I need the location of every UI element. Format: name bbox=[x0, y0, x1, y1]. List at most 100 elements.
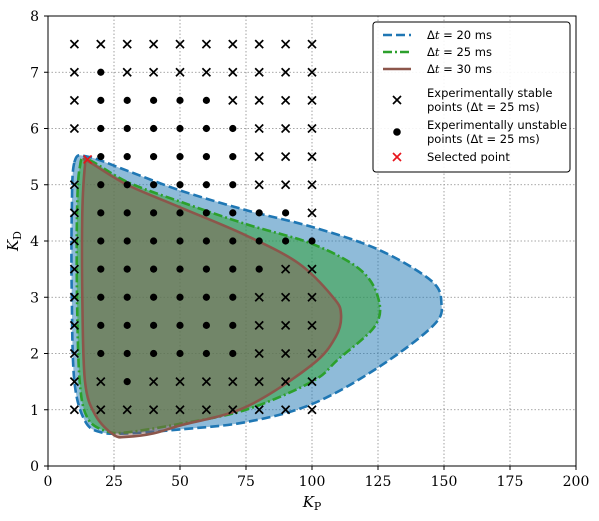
unstable-point bbox=[150, 209, 158, 217]
unstable-point bbox=[176, 209, 184, 217]
stable-point bbox=[307, 67, 317, 77]
unstable-point bbox=[202, 321, 210, 329]
stable-point bbox=[175, 67, 185, 77]
stable-point bbox=[280, 152, 291, 162]
unstable-point bbox=[123, 378, 131, 386]
stability-region-boundary bbox=[75, 157, 382, 435]
unstable-point bbox=[229, 237, 237, 245]
stable-point bbox=[280, 348, 291, 359]
unstable-point bbox=[176, 96, 184, 104]
selected-point bbox=[82, 154, 93, 165]
legend-dot-marker bbox=[393, 128, 401, 136]
unstable-point bbox=[229, 265, 237, 273]
stability-region-2 bbox=[75, 157, 382, 435]
stable-point bbox=[307, 320, 317, 330]
x-axis-label: KP bbox=[302, 493, 322, 513]
unstable-point bbox=[176, 321, 184, 329]
unstable-point bbox=[255, 237, 263, 245]
stable-point bbox=[307, 348, 317, 359]
unstable-point bbox=[150, 181, 158, 189]
unstable-point bbox=[123, 237, 131, 245]
unstable-point bbox=[97, 209, 105, 217]
experimental-points bbox=[69, 39, 317, 415]
unstable-point bbox=[150, 265, 158, 273]
stable-point bbox=[228, 67, 238, 77]
stable-point bbox=[69, 348, 80, 359]
unstable-point bbox=[202, 124, 210, 133]
y-tick-label: 7 bbox=[30, 65, 39, 81]
unstable-point bbox=[97, 349, 105, 358]
unstable-point bbox=[202, 293, 210, 301]
stable-point bbox=[280, 377, 291, 387]
stable-point bbox=[148, 39, 159, 49]
unstable-point bbox=[97, 124, 105, 133]
stable-point bbox=[148, 377, 159, 387]
stable-point bbox=[307, 123, 317, 134]
unstable-point bbox=[97, 96, 105, 104]
stable-point bbox=[69, 123, 80, 134]
y-tick-label: 8 bbox=[30, 9, 39, 25]
stable-point bbox=[69, 236, 80, 246]
stable-point bbox=[254, 67, 264, 77]
stable-point bbox=[201, 39, 212, 49]
stable-point bbox=[69, 377, 80, 387]
stable-point bbox=[148, 67, 159, 77]
unstable-point bbox=[202, 153, 210, 161]
legend-label: Δt = 30 ms bbox=[427, 62, 492, 76]
unstable-point bbox=[123, 181, 131, 189]
stable-point bbox=[122, 67, 132, 77]
legend-entry-2: Δt = 25 ms bbox=[383, 45, 492, 59]
unstable-point bbox=[255, 209, 263, 217]
legend-label: points (Δt = 25 ms) bbox=[427, 100, 540, 114]
unstable-point bbox=[176, 265, 184, 273]
unstable-point bbox=[176, 293, 184, 301]
stable-point bbox=[280, 264, 291, 274]
y-tick-label: 4 bbox=[30, 234, 39, 250]
unstable-point bbox=[97, 153, 105, 161]
stable-point bbox=[69, 208, 80, 218]
stable-point bbox=[122, 39, 132, 49]
unstable-point bbox=[123, 293, 131, 301]
unstable-point bbox=[229, 349, 237, 358]
unstable-point bbox=[176, 181, 184, 189]
x-tick-label: 75 bbox=[237, 474, 255, 490]
unstable-point bbox=[150, 237, 158, 245]
stability-region-boundary bbox=[70, 154, 444, 436]
unstable-point bbox=[150, 293, 158, 301]
stable-point bbox=[254, 348, 264, 359]
unstable-point bbox=[176, 237, 184, 245]
stable-point bbox=[307, 152, 317, 162]
stable-point bbox=[69, 180, 80, 190]
series-3 bbox=[82, 154, 93, 165]
unstable-point bbox=[150, 321, 158, 329]
stable-point bbox=[280, 123, 291, 134]
unstable-point bbox=[229, 293, 237, 301]
stable-point bbox=[280, 95, 291, 105]
stable-point bbox=[307, 95, 317, 105]
stable-point bbox=[175, 377, 185, 387]
x-tick-label: 125 bbox=[365, 474, 392, 490]
stable-point bbox=[175, 405, 185, 415]
legend-label: points (Δt = 25 ms) bbox=[427, 132, 540, 146]
unstable-point bbox=[123, 321, 131, 329]
unstable-point bbox=[282, 209, 290, 217]
stable-point bbox=[254, 292, 264, 302]
legend-entry-6: Selected point bbox=[392, 150, 510, 164]
stable-point bbox=[307, 39, 317, 49]
unstable-point bbox=[229, 124, 237, 133]
stable-point bbox=[254, 180, 264, 190]
unstable-point bbox=[123, 209, 131, 217]
stable-point bbox=[307, 180, 317, 190]
axis-ticks: 0 25 50 75 100 125 150 175 200 0 1 2 3 4 5 6 7 8 bbox=[30, 9, 589, 490]
stable-point bbox=[228, 405, 238, 415]
legend-label: Selected point bbox=[427, 150, 510, 164]
unstable-point bbox=[308, 237, 316, 245]
stable-point bbox=[201, 405, 212, 415]
stability-region-fill bbox=[82, 158, 342, 438]
stable-point bbox=[69, 405, 80, 415]
x-tick-label: 100 bbox=[299, 474, 326, 490]
stable-point bbox=[228, 377, 238, 387]
unstable-point bbox=[229, 181, 237, 189]
y-axis-label: KD bbox=[4, 231, 24, 252]
